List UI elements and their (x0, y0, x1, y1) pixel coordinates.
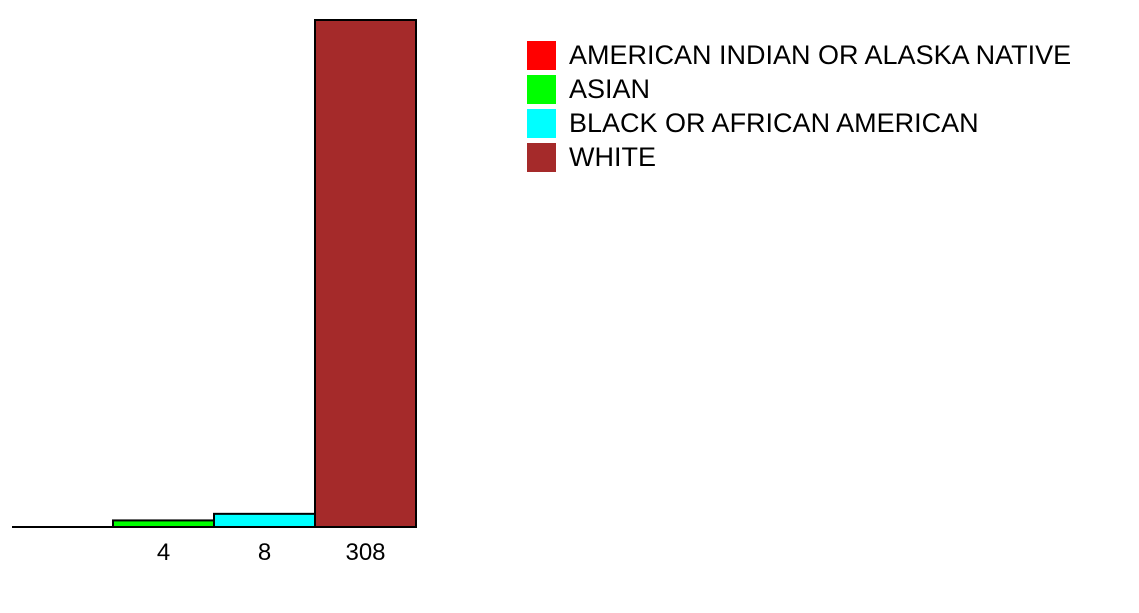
bar-black-or-african-american (213, 512, 316, 529)
bars-layer (12, 19, 417, 529)
legend: AMERICAN INDIAN OR ALASKA NATIVE ASIAN B… (527, 38, 1071, 174)
bar-white (314, 19, 417, 528)
legend-item-white: WHITE (527, 140, 1071, 174)
value-labels-layer: 4 8 308 (157, 539, 386, 566)
legend-label: AMERICAN INDIAN OR ALASKA NATIVE (569, 40, 1072, 70)
legend-label: ASIAN (569, 74, 651, 104)
legend-swatch (527, 40, 556, 70)
value-label-black-or-african-american: 8 (258, 539, 271, 566)
value-label-white: 308 (345, 539, 385, 566)
legend-label: BLACK OR AFRICAN AMERICAN (569, 108, 979, 138)
legend-item-black-or-african-american: BLACK OR AFRICAN AMERICAN (527, 106, 1071, 140)
legend-swatch (527, 142, 556, 172)
legend-item-american-indian-or-alaska-native: AMERICAN INDIAN OR ALASKA NATIVE (527, 38, 1071, 72)
legend-label: WHITE (569, 142, 656, 172)
legend-item-asian: ASIAN (527, 72, 1071, 106)
legend-swatch (527, 74, 556, 104)
legend-swatch (527, 108, 556, 138)
value-label-asian: 4 (157, 539, 170, 566)
